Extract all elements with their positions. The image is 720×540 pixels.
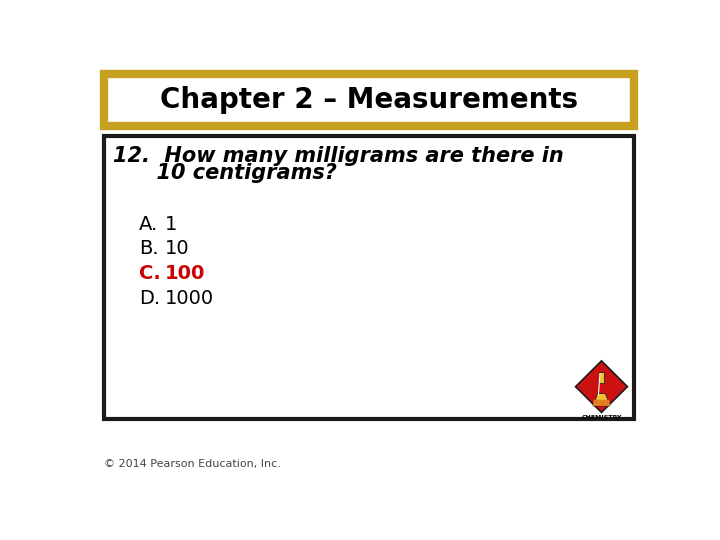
Bar <box>599 372 604 383</box>
Text: C.: C. <box>139 264 161 283</box>
Text: 1000: 1000 <box>164 288 214 308</box>
Text: D.: D. <box>139 288 160 308</box>
FancyBboxPatch shape <box>104 136 634 419</box>
Text: 100: 100 <box>164 264 204 283</box>
Text: 12.  How many milligrams are there in: 12. How many milligrams are there in <box>113 146 564 166</box>
Text: 10: 10 <box>164 239 189 258</box>
Polygon shape <box>593 394 610 406</box>
Text: A.: A. <box>139 215 158 234</box>
Polygon shape <box>575 360 629 414</box>
Polygon shape <box>577 362 626 411</box>
Text: Chapter 2 – Measurements: Chapter 2 – Measurements <box>160 86 578 114</box>
Text: B.: B. <box>139 239 158 258</box>
Polygon shape <box>593 400 610 406</box>
Text: 10 centigrams?: 10 centigrams? <box>113 164 337 184</box>
Text: 1: 1 <box>164 215 177 234</box>
Text: © 2014 Pearson Education, Inc.: © 2014 Pearson Education, Inc. <box>104 458 281 469</box>
FancyBboxPatch shape <box>104 74 634 126</box>
Text: CHEMISTRY: CHEMISTRY <box>581 415 622 420</box>
